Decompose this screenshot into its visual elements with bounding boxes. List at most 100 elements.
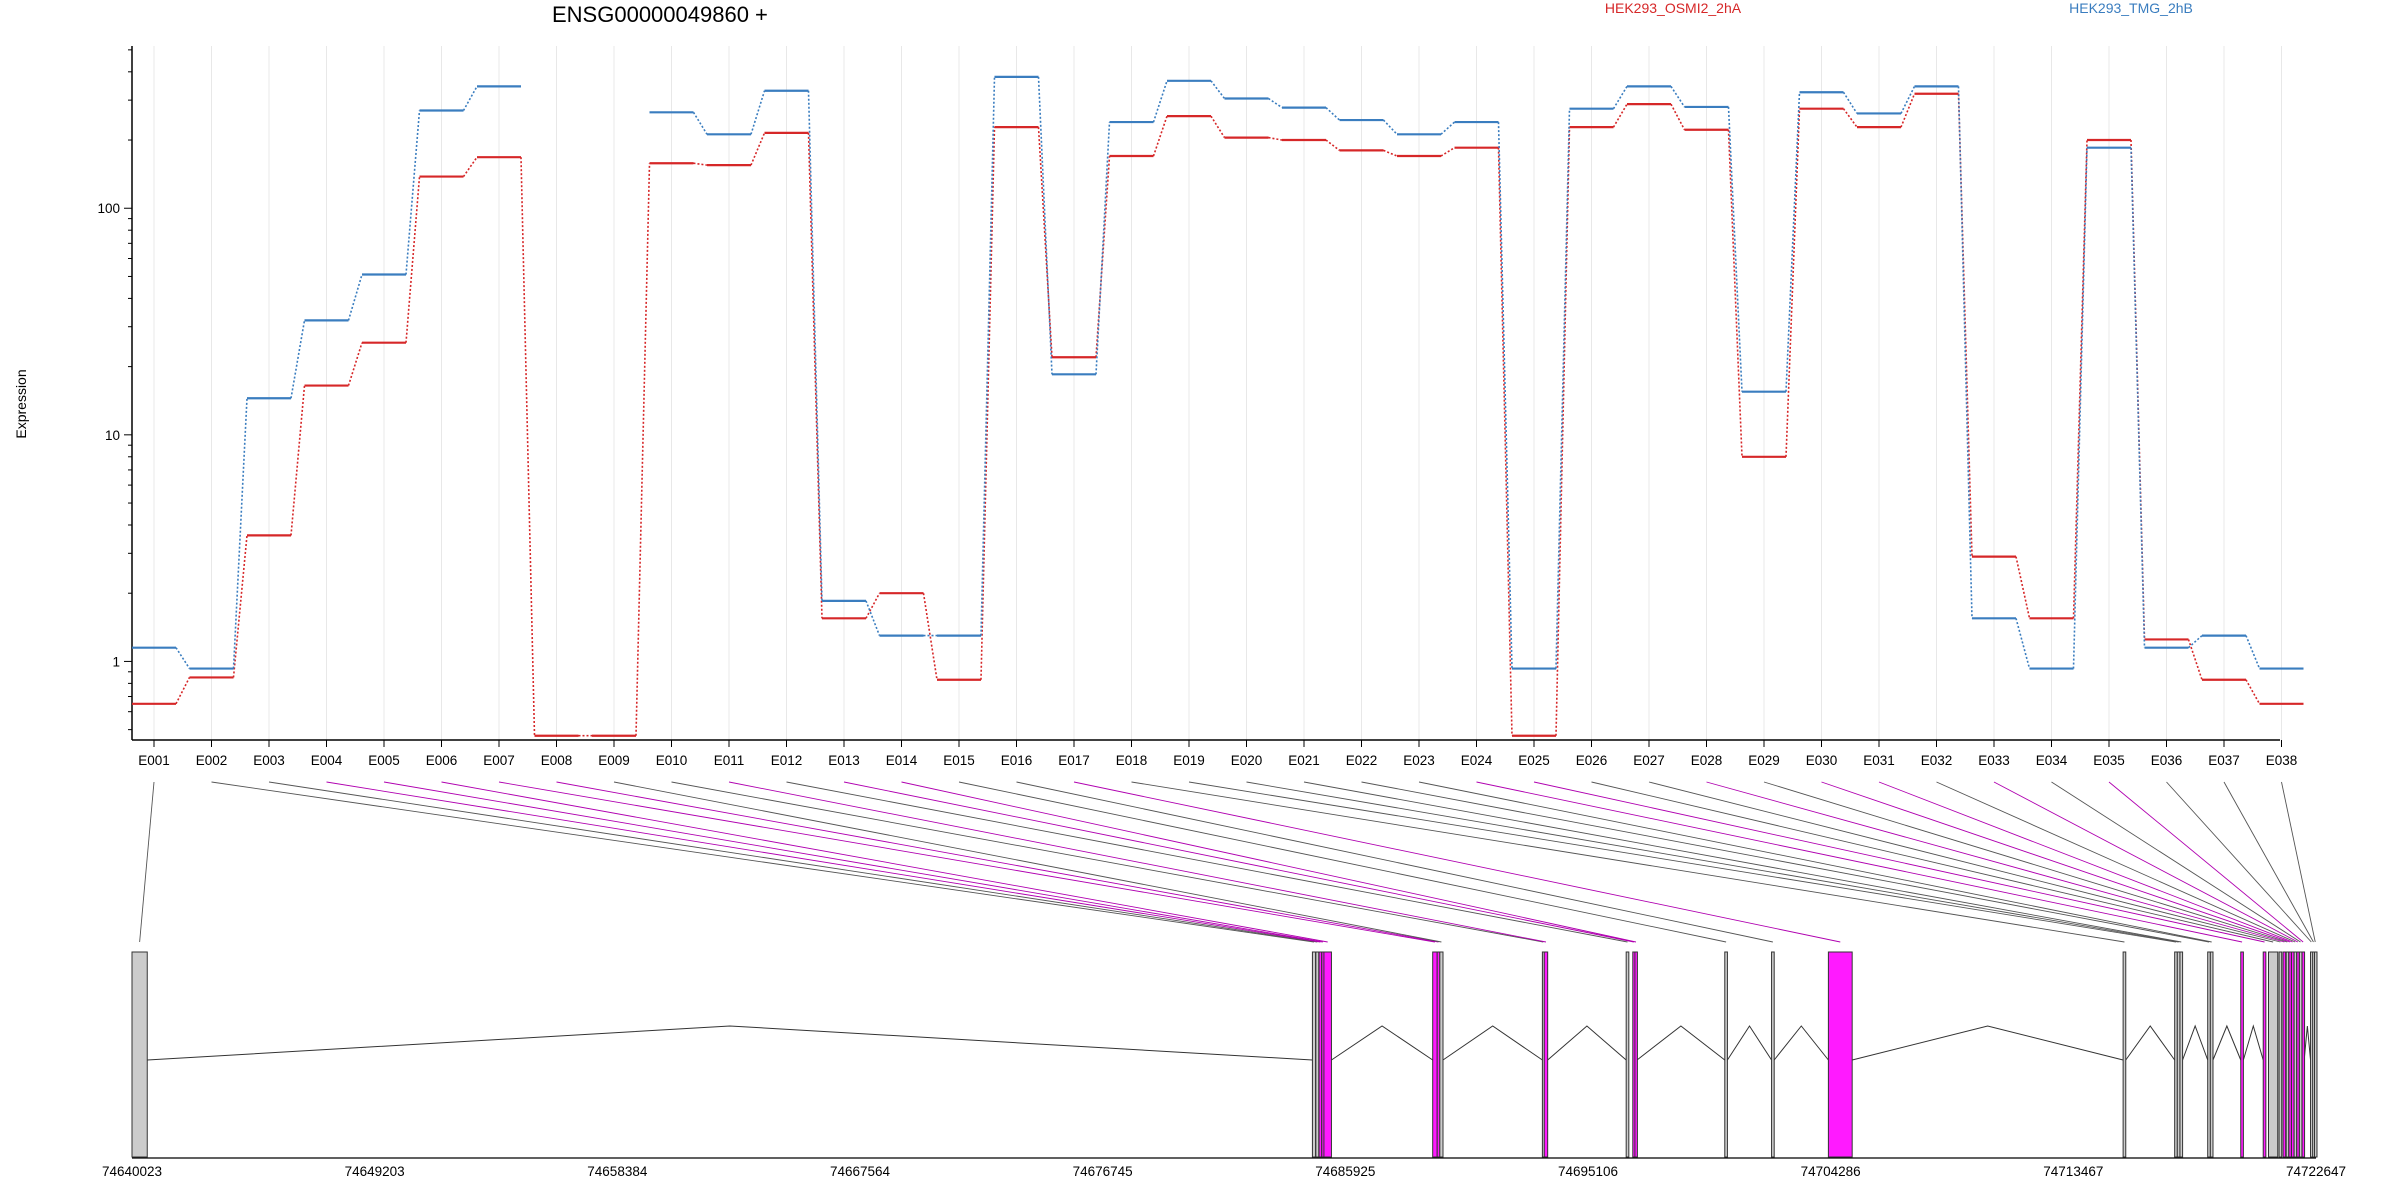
exon-tick-label-E003: E003 <box>253 753 285 768</box>
exon-connector-E019 <box>1188 781 2177 943</box>
series-2-connector <box>750 90 766 135</box>
exon-connector-E038 <box>2281 781 2316 943</box>
exon-connector-E026 <box>1591 781 2274 943</box>
exon-connector-E035 <box>2108 781 2304 943</box>
exon-tick-label-E032: E032 <box>1921 753 1953 768</box>
series-1-connector <box>922 593 938 680</box>
series-2-connector <box>980 76 996 636</box>
exon-tick-label-E018: E018 <box>1116 753 1148 768</box>
coordinate-tick-label: 74667564 <box>830 1164 891 1179</box>
exon-tick-label-E022: E022 <box>1346 753 1378 768</box>
exon-tick-label-E016: E016 <box>1001 753 1033 768</box>
exon-connector-E032 <box>1936 781 2296 943</box>
series-1-connector <box>1268 136 1283 141</box>
exon-box-E018 <box>2122 951 2127 1158</box>
series-2-connector <box>1440 121 1456 135</box>
series-1-connector <box>807 132 823 619</box>
exon-connector-E021 <box>1303 781 2182 943</box>
exon-box-E032 <box>2293 951 2298 1158</box>
series-1-connector <box>693 162 708 166</box>
intron-line <box>2303 1025 2312 1061</box>
series-1-connector <box>175 677 191 705</box>
exon-connector-E034 <box>2051 781 2301 943</box>
intron-line <box>1547 1025 1627 1061</box>
series-1-connector <box>1383 149 1398 157</box>
series-2-connector <box>1152 80 1168 123</box>
exon-tick-label-E008: E008 <box>541 753 573 768</box>
exon-tick-label-E015: E015 <box>943 753 975 768</box>
intron-line <box>1727 1025 1772 1061</box>
intron-line <box>2125 1025 2176 1061</box>
series-1-connector <box>1785 108 1801 457</box>
intron-line <box>1442 1025 1543 1061</box>
series-1-connector <box>750 132 766 166</box>
series-1-connector <box>1210 115 1226 139</box>
exon-connector-E013 <box>843 781 1634 943</box>
exon-connector-E008 <box>556 781 1439 943</box>
exon-connector-E033 <box>1993 781 2299 943</box>
series-2-connector <box>1785 92 1801 392</box>
exon-tick-label-E034: E034 <box>2036 753 2068 768</box>
series-2-connector <box>1612 85 1628 110</box>
series-1-connector <box>1325 139 1340 152</box>
coordinate-tick-label: 74685925 <box>1315 1164 1375 1179</box>
exon-tick-label-E006: E006 <box>426 753 458 768</box>
y-tick-label: 10 <box>105 428 120 443</box>
exon-connector-E030 <box>1821 781 2291 943</box>
series-2-connector <box>1957 86 1973 619</box>
gene-model: 74640023 74649203 74658384 74667564 74676745… <box>102 951 2346 1179</box>
intron-line <box>2212 1024 2242 1061</box>
legend-entry-series-1: HEK293_OSMI2_2hA <box>1605 0 1742 16</box>
intron-line <box>1773 1025 1829 1061</box>
series-1-connector <box>1670 103 1686 131</box>
series-2-connector <box>1727 106 1743 392</box>
series-2-connector <box>2187 635 2203 649</box>
series-1-connector <box>232 535 248 678</box>
exon-box-E001 <box>131 951 148 1158</box>
exon-tick-label-E001: E001 <box>138 753 170 768</box>
series-2-connector <box>290 320 306 399</box>
series-1-connector <box>865 592 881 619</box>
series-2-connector <box>692 111 708 135</box>
exon-connector-E003 <box>268 781 1318 943</box>
series-2-connector <box>1325 107 1341 121</box>
exon-box-E015 <box>1724 951 1728 1158</box>
series-2-connector <box>1670 85 1686 108</box>
exon-connector-E022 <box>1361 781 2210 943</box>
intron-line <box>1852 1025 2124 1061</box>
series-2-connector <box>1842 91 1858 114</box>
exon-connector-E031 <box>1878 781 2293 943</box>
series-2-connector <box>2072 147 2088 669</box>
exon-connector-E011 <box>728 781 1547 943</box>
series-1-connector <box>1555 127 1571 736</box>
series-2-connector <box>1555 108 1571 669</box>
grid-layer <box>153 46 2282 740</box>
series-1-connector <box>520 157 536 736</box>
exon-box-E024 <box>2240 951 2244 1158</box>
series-1-connector <box>1037 127 1053 358</box>
series-2-connector <box>347 274 363 321</box>
exon-box-E026 <box>2268 951 2279 1158</box>
exon-connector-E024 <box>1476 781 2243 943</box>
exon-box-E027 <box>2278 951 2283 1158</box>
connector-layer <box>139 781 2316 943</box>
exon-connector-E037 <box>2223 781 2314 943</box>
series-2-connector <box>807 90 823 601</box>
series-1-connector <box>290 385 306 536</box>
exon-tick-label-E031: E031 <box>1863 753 1895 768</box>
exon-tick-label-E026: E026 <box>1576 753 1608 768</box>
series-2-connector <box>1900 86 1916 114</box>
coordinate-tick-label: 74640023 <box>102 1164 162 1179</box>
exon-tick-label-E030: E030 <box>1806 753 1838 768</box>
exon-connector-E014 <box>901 781 1637 943</box>
exon-connector-E036 <box>2166 781 2312 943</box>
exon-tick-label-E020: E020 <box>1231 753 1263 768</box>
exon-box-E038 <box>2313 951 2318 1158</box>
exon-box-E003 <box>1315 951 1320 1158</box>
coordinate-tick-label: 74695106 <box>1558 1164 1618 1179</box>
exon-connector-E018 <box>1131 781 2125 943</box>
intron-line <box>2182 1024 2209 1061</box>
exon-connector-E029 <box>1763 781 2288 943</box>
exon-box-E004 <box>1318 951 1323 1158</box>
exon-connector-E028 <box>1706 781 2285 943</box>
